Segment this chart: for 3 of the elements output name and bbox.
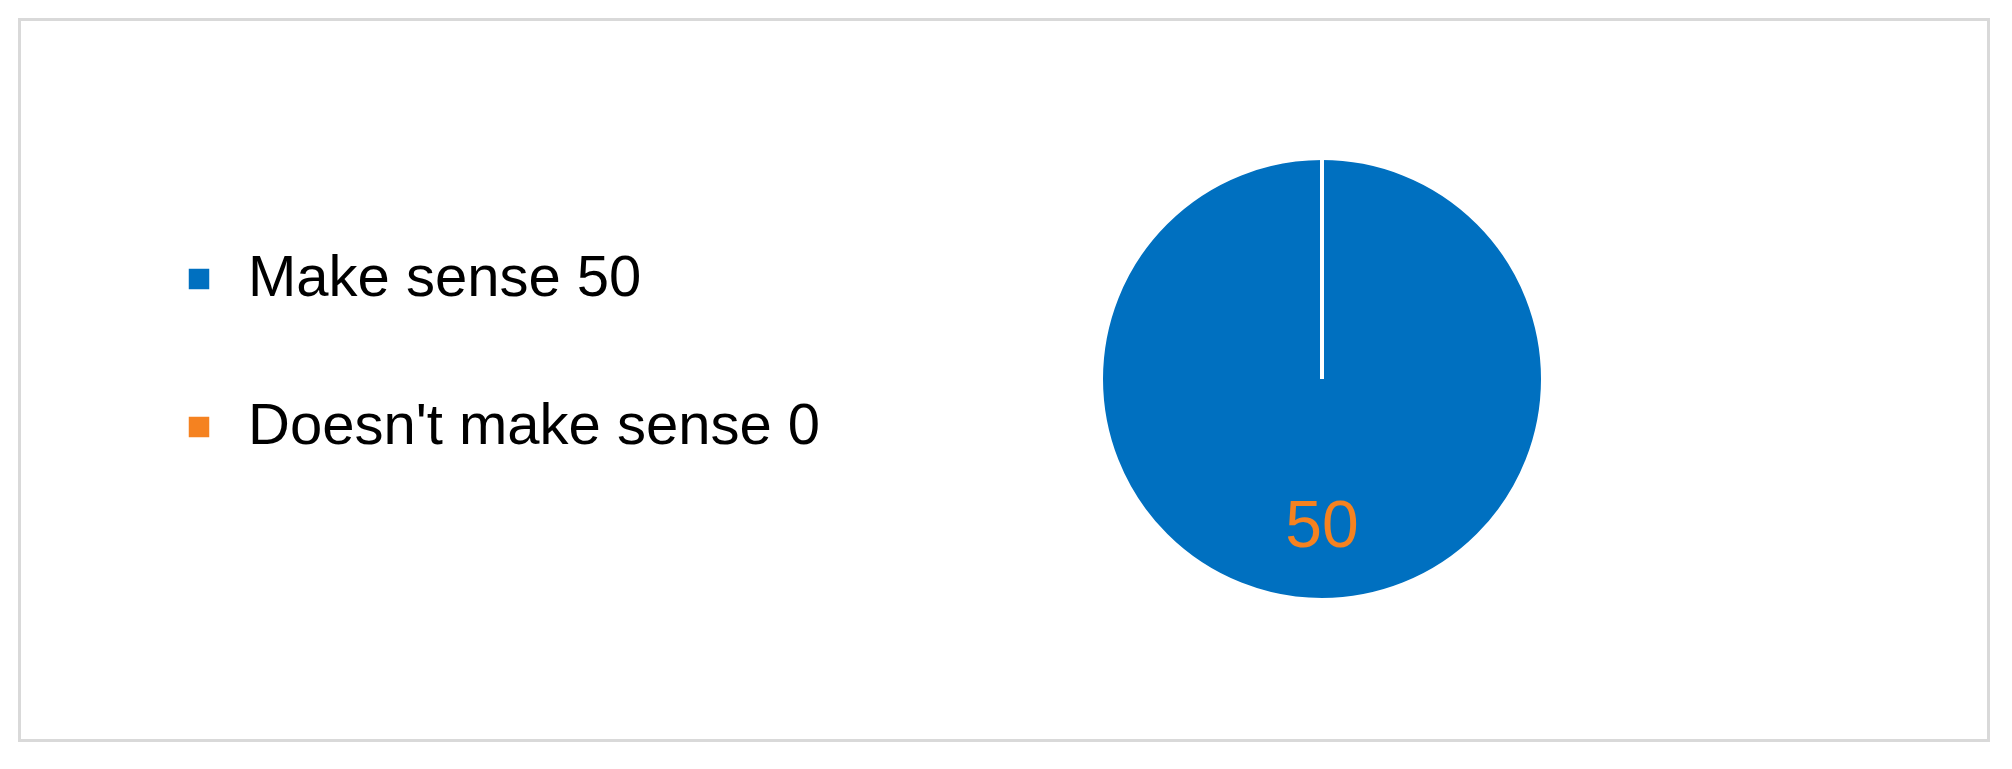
legend-label: Make sense 50 [248, 243, 642, 308]
legend-label: Doesn't make sense 0 [248, 391, 821, 456]
data-label: 50 [1285, 487, 1359, 561]
